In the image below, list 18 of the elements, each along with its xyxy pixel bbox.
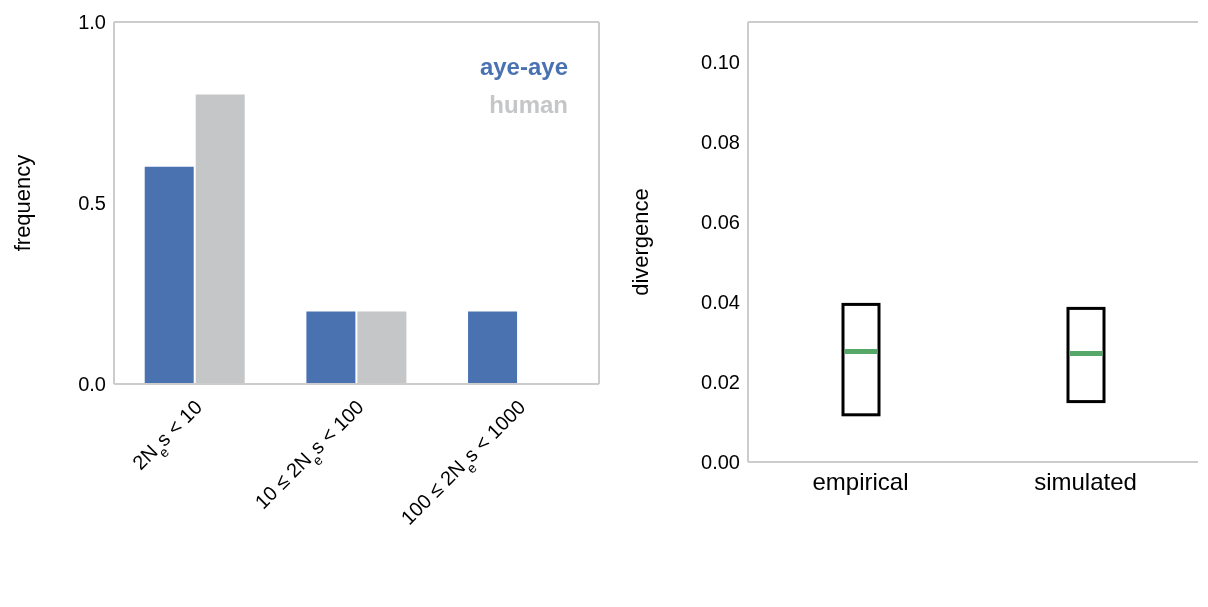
y-tick-label: 0.06 (701, 211, 740, 234)
y-axis-title: frequency (9, 154, 35, 252)
y-tick-label: 0.02 (701, 371, 740, 394)
x-tick-label: empirical (812, 468, 909, 495)
y-axis-title: divergence (627, 188, 653, 296)
bar (144, 166, 194, 384)
y-tick-label: 0.10 (701, 51, 740, 74)
y-tick-label: 1.0 (78, 11, 106, 34)
y-tick-label: 0.5 (78, 192, 106, 215)
y-tick-label: 0.08 (701, 131, 740, 154)
text: aye-aye (478, 52, 568, 82)
bar (306, 311, 356, 384)
text: human (488, 90, 568, 120)
y-tick-label: 0.04 (701, 291, 740, 314)
bar (468, 311, 518, 384)
y-tick-label: 0.0 (78, 373, 106, 396)
y-tick-label: 0.00 (701, 451, 740, 474)
x-tick-label: simulated (1034, 468, 1137, 495)
